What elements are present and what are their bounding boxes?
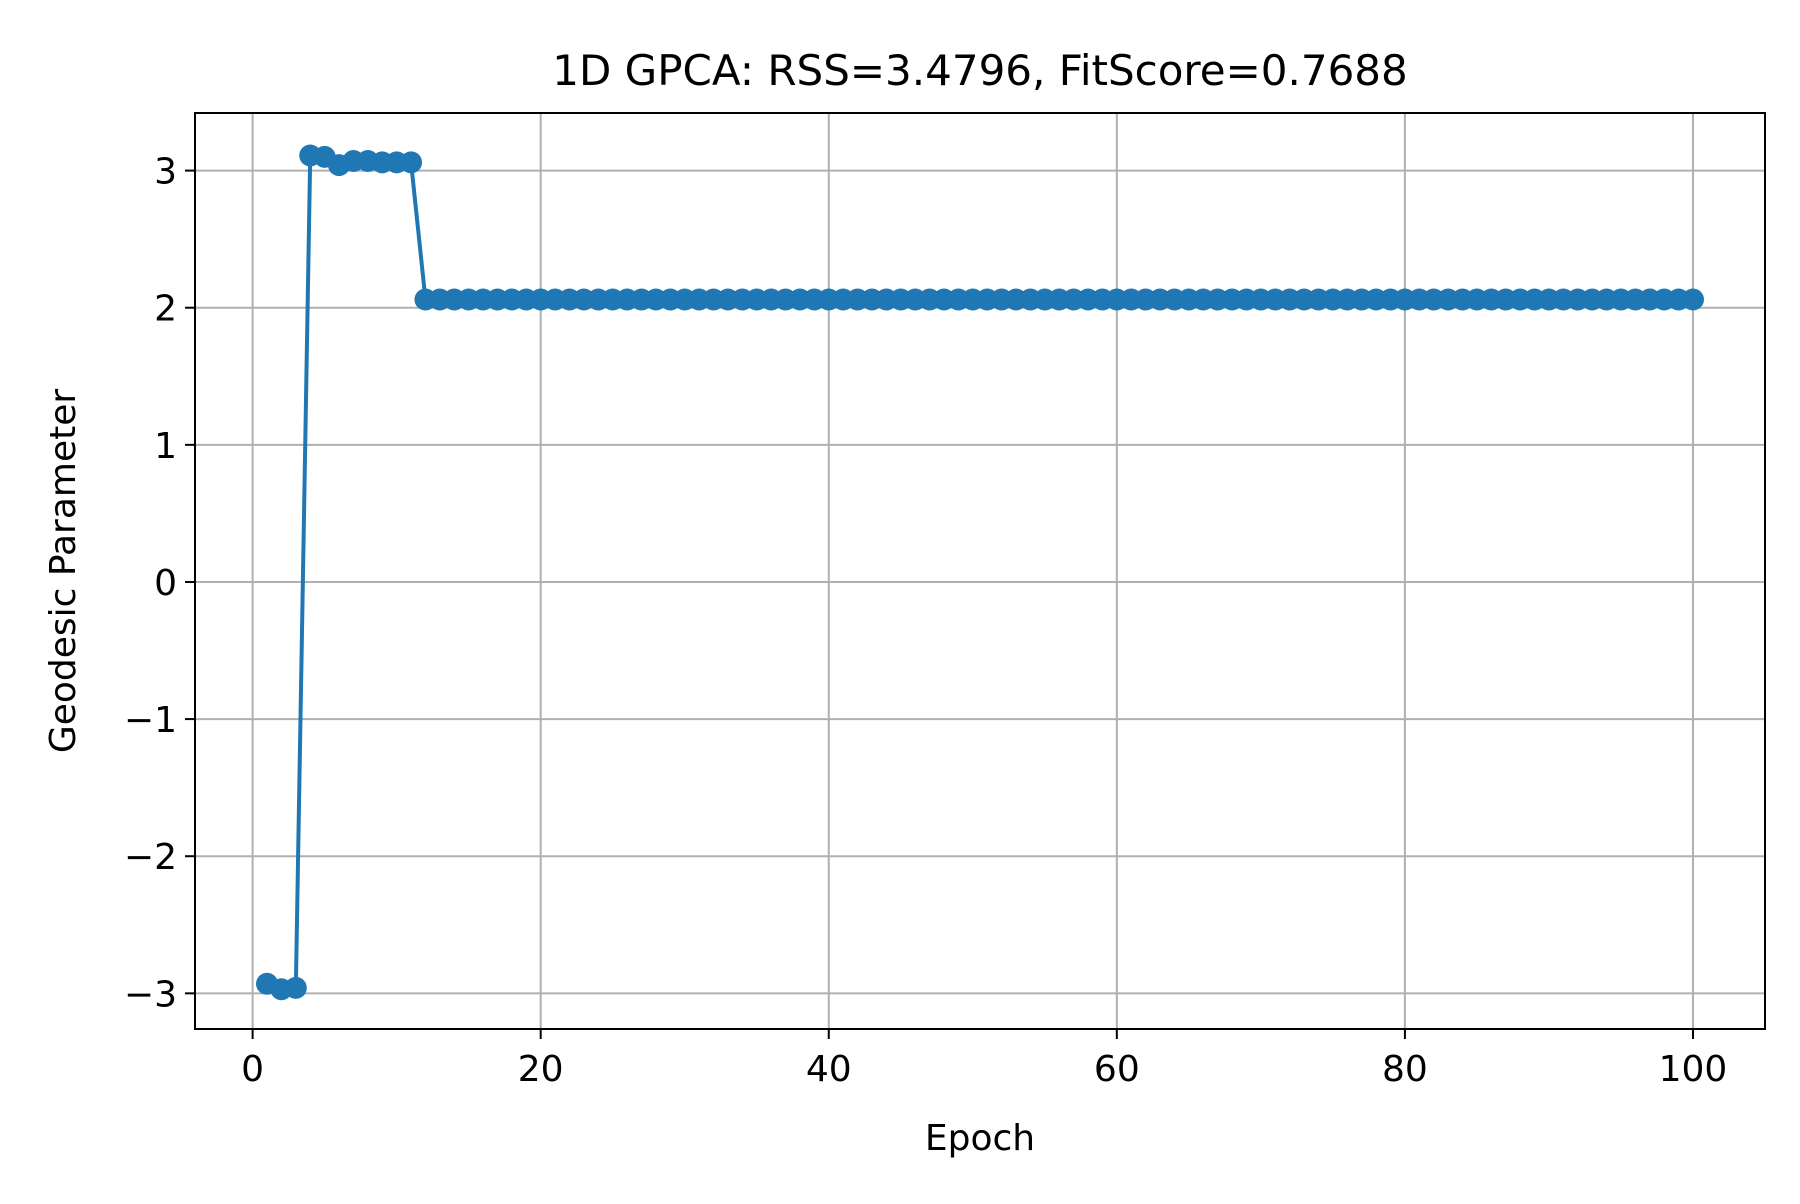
y-tick-label: 1 <box>154 426 177 467</box>
y-tick-label: −1 <box>124 700 177 741</box>
data-point <box>284 976 307 999</box>
data-point <box>1681 288 1704 311</box>
x-tick-label: 60 <box>1094 1049 1140 1090</box>
x-tick-label: 0 <box>241 1049 264 1090</box>
y-tick-label: 3 <box>154 152 177 193</box>
y-tick-label: −3 <box>124 974 177 1015</box>
y-tick-label: −2 <box>124 837 177 878</box>
data-point <box>400 151 423 174</box>
y-axis-label: Geodesic Parameter <box>43 389 84 754</box>
grid <box>195 113 1765 1029</box>
series-line <box>266 153 1693 992</box>
x-tick-label: 100 <box>1659 1049 1728 1090</box>
x-axis-label: Epoch <box>925 1118 1035 1159</box>
y-tick-label: 0 <box>154 563 177 604</box>
series-layer <box>256 144 1704 1001</box>
ticks: 0 20 40 60 80 100 −3 −2 −1 0 1 2 3 <box>124 152 1727 1090</box>
chart-title: 1D GPCA: RSS=3.4796, FitScore=0.7688 <box>552 46 1407 95</box>
x-tick-label: 40 <box>806 1049 852 1090</box>
plot-frame <box>194 112 1766 1030</box>
y-tick-label: 2 <box>154 289 177 330</box>
x-tick-label: 80 <box>1382 1049 1428 1090</box>
x-tick-label: 20 <box>518 1049 564 1090</box>
